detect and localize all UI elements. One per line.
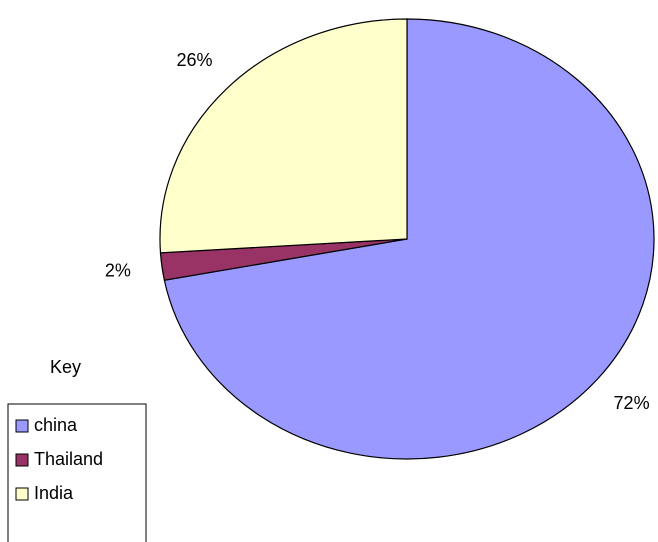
legend-title: Key — [50, 357, 81, 377]
legend-label: china — [34, 415, 78, 435]
data-label: 26% — [177, 50, 213, 70]
legend-label: Thailand — [34, 449, 103, 469]
legend-swatch — [15, 419, 29, 433]
legend-swatch — [15, 453, 29, 467]
data-label: 2% — [105, 260, 131, 280]
pie-slice — [163, 18, 655, 460]
legend-label: India — [34, 483, 74, 503]
legend-swatch — [15, 487, 29, 501]
pie-slice — [159, 18, 408, 254]
legend-box — [7, 403, 147, 542]
data-label: 72% — [614, 393, 650, 413]
